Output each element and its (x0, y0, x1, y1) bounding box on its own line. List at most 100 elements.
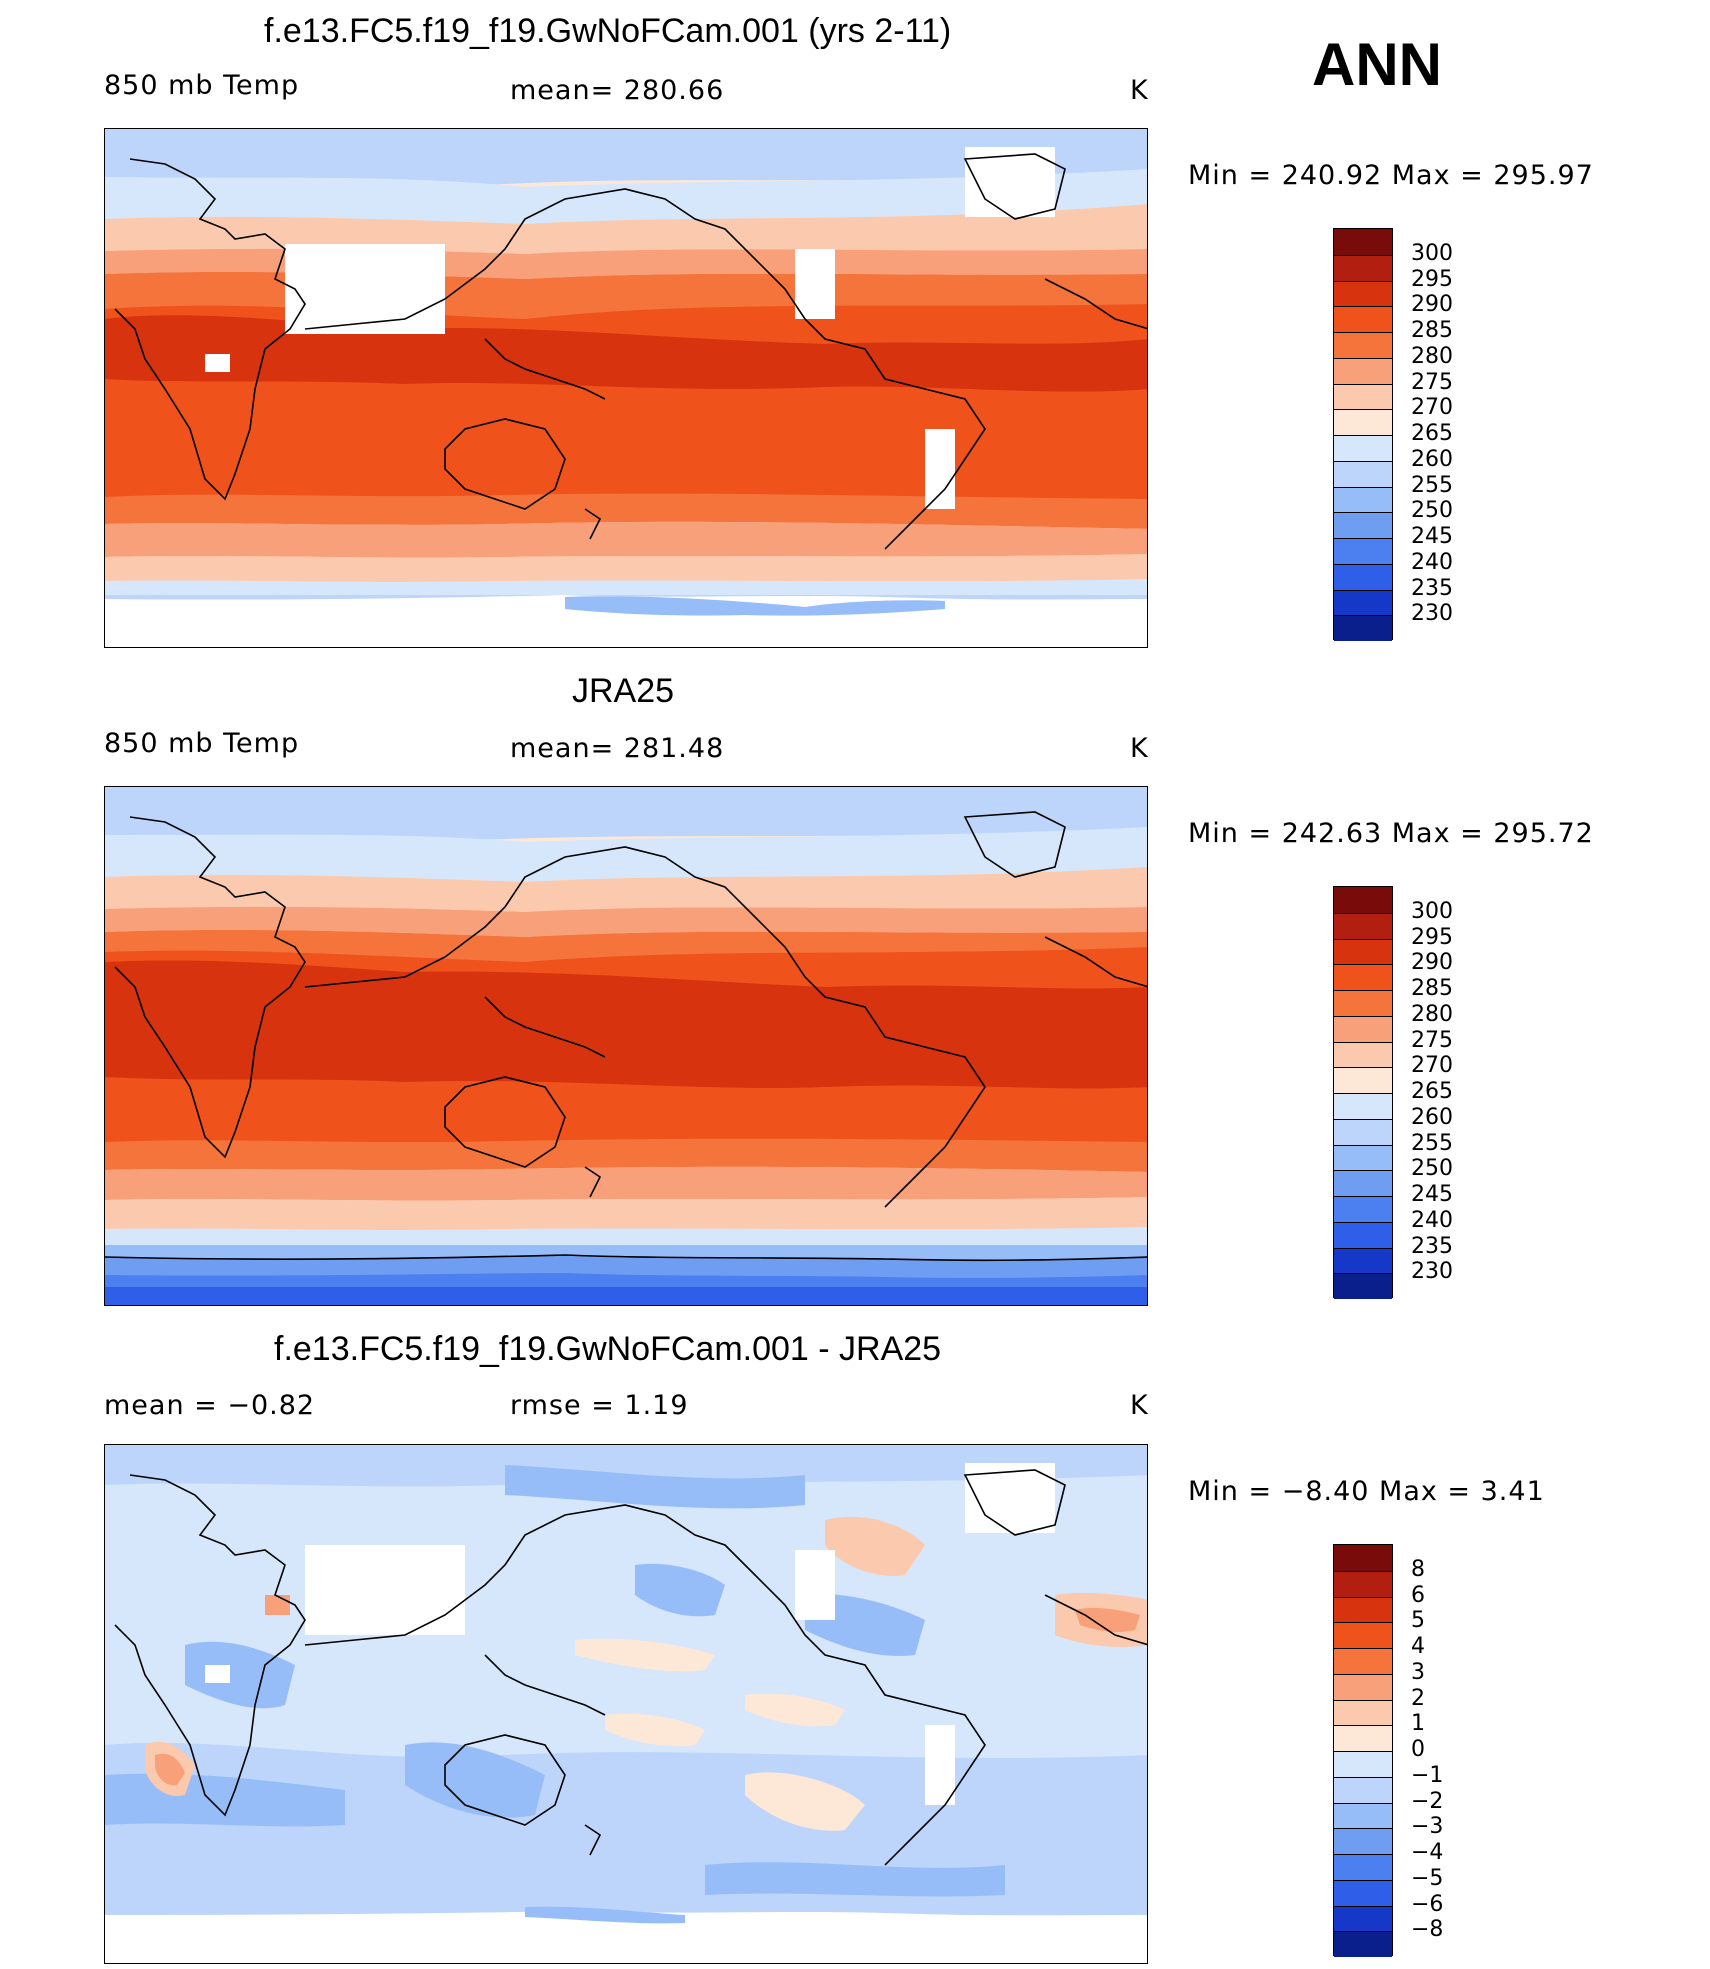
colorbar-segment (1334, 964, 1392, 990)
colorbar-segment (1334, 460, 1392, 487)
colorbar-segment (1334, 912, 1392, 939)
colorbar-segment (1334, 1596, 1392, 1623)
colorbar-segment (1334, 1067, 1392, 1093)
colorbar-tick-label: 3 (1411, 1659, 1425, 1685)
colorbar-segment (1334, 1093, 1392, 1119)
colorbar-tick-label: 295 (1411, 266, 1453, 292)
colorbar-segment (1334, 1879, 1392, 1906)
colorbar-tick-label: 1 (1411, 1711, 1425, 1737)
panel3-mean-label: mean = −0.82 (104, 1390, 316, 1421)
colorbar-tick-label: 275 (1411, 1027, 1453, 1053)
colorbar-tick-label: 265 (1411, 421, 1453, 446)
colorbar-segment (1334, 1673, 1392, 1700)
colorbar-segment (1334, 615, 1392, 641)
panel3-colorbar: 8 6 5 4 3 2 1 0 −1 −2 −3 −4 −5 −6 −8 (1333, 1544, 1443, 1957)
colorbar-tick-label: 260 (1411, 446, 1453, 472)
colorbar-tick-label: 245 (1411, 1182, 1453, 1207)
colorbar-tick-label: 2 (1411, 1685, 1425, 1711)
colorbar-tick-label: 235 (1411, 575, 1453, 601)
panel3-difference-field (105, 1445, 1147, 1963)
colorbar-segment (1334, 938, 1392, 965)
panel1-min-max: Min = 240.92 Max = 295.97 (1188, 160, 1594, 191)
colorbar-tick-label: 300 (1411, 898, 1453, 924)
colorbar-tick-label: −4 (1411, 1840, 1444, 1865)
panel2-title: JRA25 (572, 672, 675, 710)
colorbar-segment (1334, 1828, 1392, 1854)
colorbar-segment (1334, 1247, 1392, 1274)
colorbar-tick-label: 275 (1411, 369, 1453, 395)
colorbar-segment (1334, 990, 1392, 1016)
colorbar-tick-label: 4 (1411, 1634, 1425, 1659)
colorbar-tick-label: 290 (1411, 292, 1453, 318)
colorbar-segment (1334, 512, 1392, 538)
colorbar-tick-label: 8 (1411, 1556, 1425, 1582)
colorbar-segment (1334, 1699, 1392, 1726)
colorbar-segment (1334, 887, 1392, 913)
panel3-rmse-label: rmse = 1.19 (510, 1390, 689, 1421)
colorbar-segment (1334, 1854, 1392, 1880)
panel1-map (104, 128, 1148, 648)
colorbar-segment (1334, 1725, 1392, 1751)
colorbar-segment (1334, 1931, 1392, 1957)
panel3-min-max: Min = −8.40 Max = 3.41 (1188, 1476, 1545, 1507)
colorbar-segment (1334, 1273, 1392, 1299)
season-label: ANN (1312, 31, 1442, 98)
colorbar-segment (1334, 563, 1392, 590)
colorbar-segment (1334, 1118, 1392, 1145)
colorbar-segment (1334, 1751, 1392, 1777)
colorbar-segment (1334, 1905, 1392, 1932)
panel3-units-label: K (1130, 1390, 1149, 1421)
colorbar-tick-label: 280 (1411, 1001, 1453, 1027)
panel2-temperature-field (105, 787, 1147, 1305)
colorbar-tick-label: 250 (1411, 1156, 1453, 1182)
panel1-temperature-field (105, 129, 1147, 647)
colorbar-segment (1334, 1545, 1392, 1571)
colorbar-tick-label: 285 (1411, 976, 1453, 1001)
colorbar-tick-label: −8 (1411, 1917, 1444, 1943)
colorbar-segment (1334, 1776, 1392, 1803)
colorbar-tick-label: 255 (1411, 1130, 1453, 1156)
colorbar-segment (1334, 1041, 1392, 1068)
colorbar-tick-label: 290 (1411, 950, 1453, 976)
colorbar-tick-label: 235 (1411, 1233, 1453, 1259)
panel2-units-label: K (1130, 733, 1149, 764)
panel1-coastlines (114, 153, 1147, 550)
panel2-variable-label: 850 mb Temp (104, 728, 300, 759)
colorbar-segment (1334, 1622, 1392, 1648)
colorbar-tick-label: −5 (1411, 1865, 1444, 1891)
colorbar-segment (1334, 409, 1392, 435)
colorbar-tick-label: 270 (1411, 395, 1453, 421)
colorbar-tick-label: 295 (1411, 924, 1453, 950)
colorbar-segment (1334, 435, 1392, 461)
colorbar-tick-label: 230 (1411, 1259, 1453, 1285)
panel2-min-max: Min = 242.63 Max = 295.72 (1188, 818, 1594, 849)
colorbar-segment (1334, 1144, 1392, 1171)
panel1-mean-label: mean= 280.66 (510, 75, 725, 106)
panel3-map (104, 1444, 1148, 1964)
colorbar-segment (1334, 1648, 1392, 1674)
colorbar-segment (1334, 1196, 1392, 1222)
colorbar-segment (1334, 357, 1392, 384)
colorbar-tick-label: 280 (1411, 343, 1453, 369)
panel2-colorbar: 300 295 290 285 280 275 270 265 260 255 250 245 240 2… (1333, 886, 1453, 1299)
colorbar-tick-label: 230 (1411, 601, 1453, 627)
colorbar-segment (1334, 1221, 1392, 1248)
colorbar-segment (1334, 254, 1392, 281)
colorbar-tick-label: 245 (1411, 524, 1453, 549)
colorbar-segment (1334, 1015, 1392, 1042)
colorbar-tick-label: 270 (1411, 1053, 1453, 1079)
panel1-units-label: K (1130, 75, 1149, 106)
panel1-title: f.e13.FC5.f19_f19.GwNoFCam.001 (yrs 2-11… (264, 12, 952, 50)
panel2-map (104, 786, 1148, 1306)
colorbar-tick-label: 0 (1411, 1737, 1425, 1762)
colorbar-segment (1334, 1570, 1392, 1597)
colorbar-tick-label: −3 (1411, 1814, 1444, 1840)
colorbar-tick-label: 255 (1411, 472, 1453, 498)
colorbar-segment (1334, 538, 1392, 564)
colorbar-segment (1334, 1802, 1392, 1829)
colorbar-tick-label: 300 (1411, 240, 1453, 266)
colorbar-tick-label: 5 (1411, 1608, 1425, 1634)
colorbar-tick-label: −2 (1411, 1788, 1444, 1814)
colorbar-segment (1334, 1170, 1392, 1196)
colorbar-tick-label: 240 (1411, 549, 1453, 575)
